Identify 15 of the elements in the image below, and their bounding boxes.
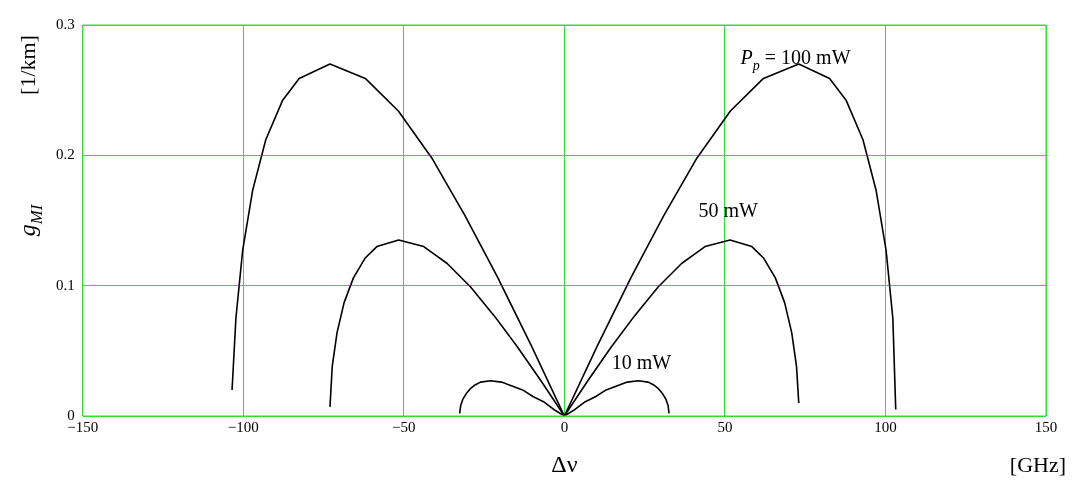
x-tick-label: 50 [717, 418, 733, 435]
annotation: 10 mW [611, 351, 672, 374]
x-tick-label: −100 [227, 418, 259, 435]
text: [GHz] [1009, 452, 1067, 477]
text: [1/km] [14, 35, 40, 95]
y-axis-title: gMI [13, 203, 46, 237]
x-tick-label: 100 [874, 418, 897, 435]
y-tick-label: 0 [67, 406, 75, 423]
x-tick-label: −50 [392, 418, 416, 435]
x-axis-title: Δν [551, 451, 578, 477]
x-tick-label: 0 [560, 418, 569, 435]
y-tick-label: 0.1 [56, 276, 75, 293]
y-tick-label: 0.3 [56, 15, 75, 32]
x-tick-label: 150 [1034, 418, 1058, 435]
y-tick-label: 0.2 [56, 146, 75, 163]
